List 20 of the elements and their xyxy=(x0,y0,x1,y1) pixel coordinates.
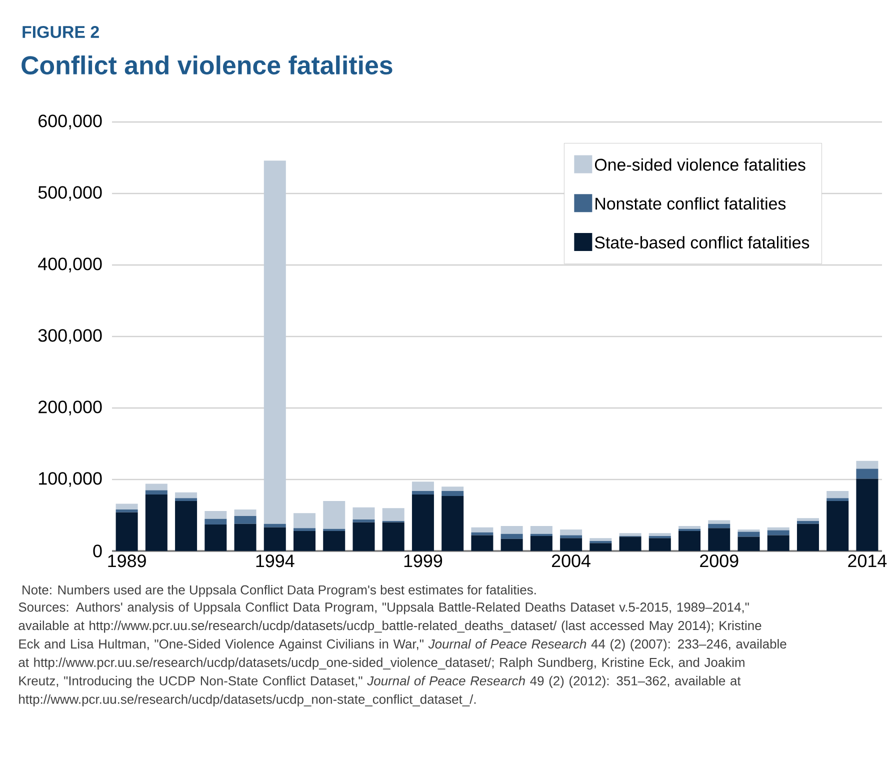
y-tick-label: 600,000 xyxy=(38,114,102,130)
caption: FIGURE 2 xyxy=(22,26,99,38)
x-tick-label: 1994 xyxy=(256,554,294,568)
x-tick-label: 1999 xyxy=(404,554,442,568)
y-tick-label: 300,000 xyxy=(38,329,102,344)
y-tick-label: 200,000 xyxy=(38,400,102,416)
y-tick-label: 0 xyxy=(93,544,102,558)
y-tick-label: 500,000 xyxy=(38,186,102,201)
text: Note: Numbers used are the Uppsala Conflict Data Program's best estimates for fatalities. xyxy=(22,584,536,598)
text: Sources: Authors' analysis of Uppsala Conflict Data Program, "Uppsala Battle-Related Deaths Dataset v.5-2015, 1989–2014," available at http://www.pcr.uu.se/research/ucdp/datasets/ucdp_battle-related_deaths_dataset/ (last accessed May 2014); Kristine Eck and Lisa Hultman, "One-Sided Violence Against Civilians in War," Journal of Peace Research 44 (2) (2007): 233–246, available at http://www.pcr.uu.se/research/ucdp/datasets/ucdp_one-sided_violence_dataset/; Ralph Sundberg, Kristine Eck, and Joakim Kreutz, "Introducing the UCDP Non-State Conflict Dataset," Journal of Peace Research 49 (2) (2012): 351–362, available at http://www.pcr.uu.se/research/ucdp/datasets/ucdp_non-state_conflict_dataset_/. xyxy=(18,602,786,706)
legend-label: Nonstate conflict fatalities xyxy=(596,197,786,210)
y-tick-label: 400,000 xyxy=(38,258,102,272)
x-tick-label: 2009 xyxy=(700,554,738,568)
legend-label: State-based conflict fatalities xyxy=(594,236,810,249)
legend-label: One-sided violence fatalities xyxy=(594,158,806,171)
x-tick-label: 1989 xyxy=(108,554,146,568)
x-tick-label: 2014 xyxy=(848,554,887,568)
y-tick-label: 100,000 xyxy=(39,472,102,487)
chart-title: Conflict and violence fatalities xyxy=(22,55,392,74)
x-tick-label: 2004 xyxy=(552,554,590,568)
